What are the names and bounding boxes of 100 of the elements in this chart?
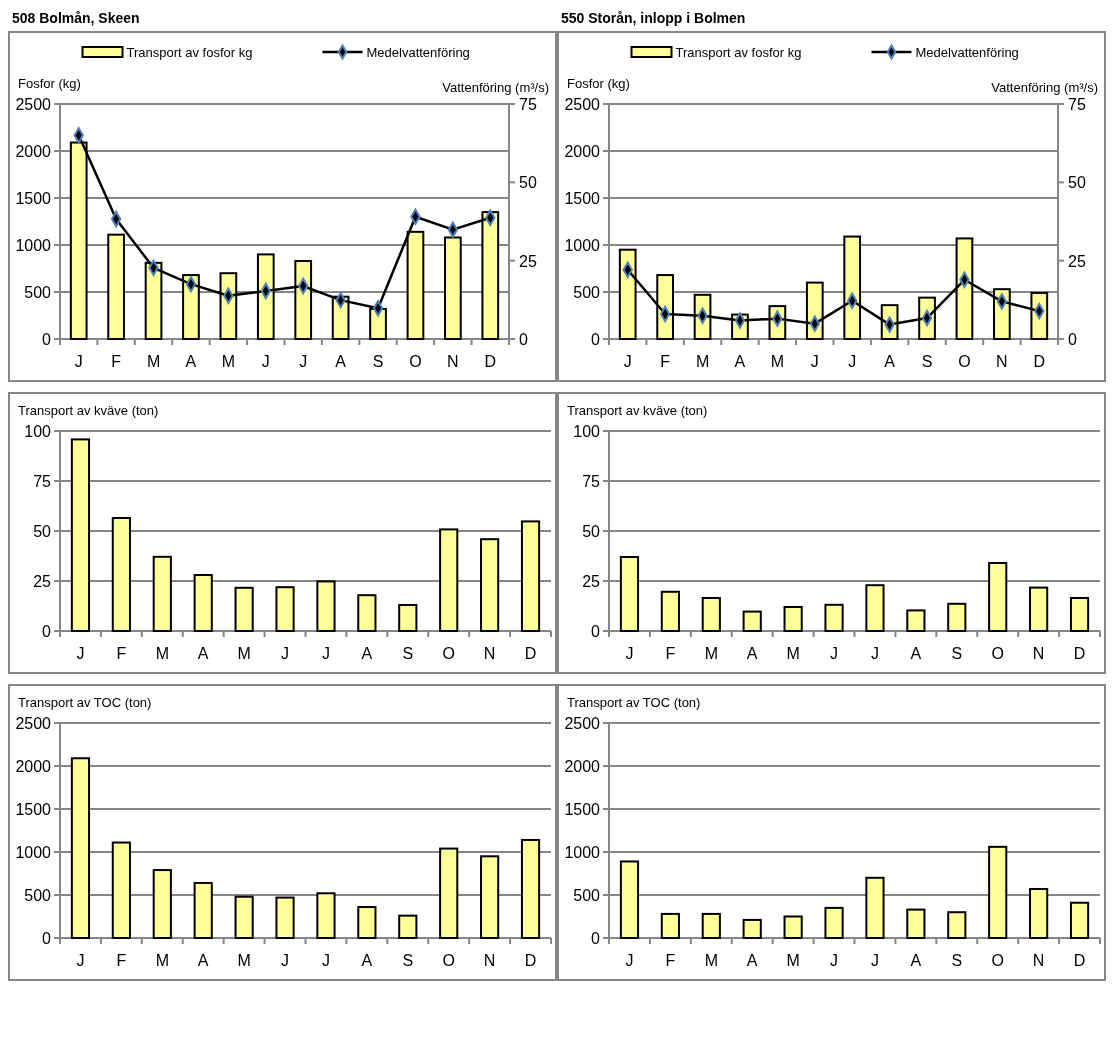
y2-axis-title: Vattenföring (m³/s)	[991, 80, 1098, 95]
y-axis-title: Transport av kväve (ton)	[567, 403, 708, 418]
x-tick-label: A	[746, 952, 758, 969]
bar	[111, 841, 131, 939]
x-tick-label: O	[991, 952, 1004, 969]
y-tick-label: 1500	[15, 190, 52, 207]
bar	[783, 606, 803, 632]
bar	[193, 881, 213, 939]
y2-tick-label: 25	[1068, 252, 1086, 270]
x-tick-label: N	[447, 353, 459, 370]
x-tick-label: F	[116, 952, 127, 969]
bar	[234, 895, 254, 939]
y-tick-label: 1500	[15, 801, 52, 818]
bar	[1069, 901, 1090, 939]
x-tick-label: J	[625, 645, 634, 662]
point	[447, 221, 459, 238]
legend-label: Medelvattenföring	[366, 45, 470, 60]
y-tick-label: 1000	[564, 237, 601, 254]
y2-tick-label: 25	[519, 252, 537, 270]
x-tick-label: M	[237, 952, 251, 969]
y2-tick-label: 50	[1068, 174, 1086, 192]
x-tick-label: A	[197, 952, 209, 969]
y-tick-label: 2000	[15, 758, 52, 775]
x-tick-label: F	[665, 952, 676, 969]
x-tick-label: J	[810, 353, 819, 370]
bar	[947, 602, 967, 632]
x-tick-label: D	[1073, 952, 1086, 969]
y-tick-label: 0	[42, 623, 52, 640]
x-tick-label: D	[1033, 353, 1046, 370]
x-tick-label: J	[321, 952, 330, 969]
y-tick-label: 1500	[564, 190, 601, 207]
x-tick-label: F	[116, 645, 127, 662]
x-tick-label: M	[146, 353, 161, 370]
y-tick-label: 1000	[564, 844, 601, 861]
x-tick-label: J	[830, 645, 839, 662]
x-tick-label: D	[484, 353, 497, 370]
y2-tick-label: 75	[1068, 96, 1086, 113]
x-tick-label: F	[665, 645, 676, 662]
x-tick-label: M	[704, 952, 718, 969]
x-tick-label: S	[951, 645, 963, 662]
x-tick-label: A	[746, 645, 758, 662]
x-tick-label: A	[197, 645, 209, 662]
x-tick-label: A	[361, 952, 373, 969]
y2-tick-label: 0	[519, 331, 528, 348]
x-tick-label: M	[786, 645, 800, 662]
x-tick-label: N	[1032, 952, 1045, 969]
y-axis-title: Fosfor (kg)	[567, 76, 630, 91]
x-tick-label: M	[704, 645, 718, 662]
x-tick-label: J	[74, 353, 83, 370]
x-tick-label: O	[958, 353, 971, 370]
x-tick-label: A	[361, 645, 373, 662]
point	[996, 293, 1008, 310]
x-tick-label: A	[734, 353, 746, 370]
bar	[947, 911, 967, 939]
bar	[865, 876, 885, 939]
y-tick-label: 2000	[15, 143, 52, 160]
y-tick-label: 50	[33, 523, 52, 540]
y2-tick-label: 0	[1068, 331, 1077, 348]
y-tick-label: 2500	[15, 96, 52, 113]
y-tick-label: 0	[42, 331, 52, 348]
y-axis-title: Transport av TOC (ton)	[567, 695, 701, 710]
bar	[398, 604, 418, 632]
y-tick-label: 2500	[564, 96, 601, 113]
y-tick-label: 500	[573, 887, 601, 904]
x-tick-label: S	[372, 353, 384, 370]
bar	[152, 555, 172, 632]
bar	[70, 438, 91, 632]
y-tick-label: 75	[33, 473, 52, 490]
y-tick-label: 100	[573, 423, 601, 440]
bar	[660, 912, 680, 939]
bar	[865, 584, 885, 632]
bar	[1069, 597, 1090, 632]
x-tick-label: J	[870, 645, 879, 662]
y-tick-label: 75	[582, 473, 601, 490]
bar	[439, 847, 459, 939]
y-tick-label: 1000	[15, 844, 52, 861]
x-tick-label: D	[1073, 645, 1086, 662]
bar	[480, 538, 500, 632]
x-tick-label: J	[623, 353, 632, 370]
x-tick-label: N	[996, 353, 1008, 370]
bar	[398, 914, 418, 939]
y-axis-title: Fosfor (kg)	[18, 76, 81, 91]
chart-title: 508 Bolmån, Skeen	[12, 10, 140, 26]
x-tick-label: J	[848, 353, 857, 370]
x-tick-label: M	[770, 353, 785, 370]
chart-title: 550 Storån, inlopp i Bolmen	[561, 10, 746, 26]
bar	[70, 757, 91, 939]
bar	[824, 906, 844, 939]
y-tick-label: 2500	[564, 715, 601, 732]
y2-tick-label: 50	[519, 174, 537, 192]
bar	[988, 562, 1008, 632]
x-tick-label: J	[870, 952, 879, 969]
x-tick-label: N	[483, 645, 496, 662]
y-tick-label: 1000	[15, 237, 52, 254]
bar	[906, 908, 926, 939]
bar	[316, 892, 336, 939]
y-tick-label: 100	[24, 423, 52, 440]
bar	[783, 915, 803, 939]
x-tick-label: F	[660, 353, 671, 370]
x-tick-label: J	[281, 645, 290, 662]
